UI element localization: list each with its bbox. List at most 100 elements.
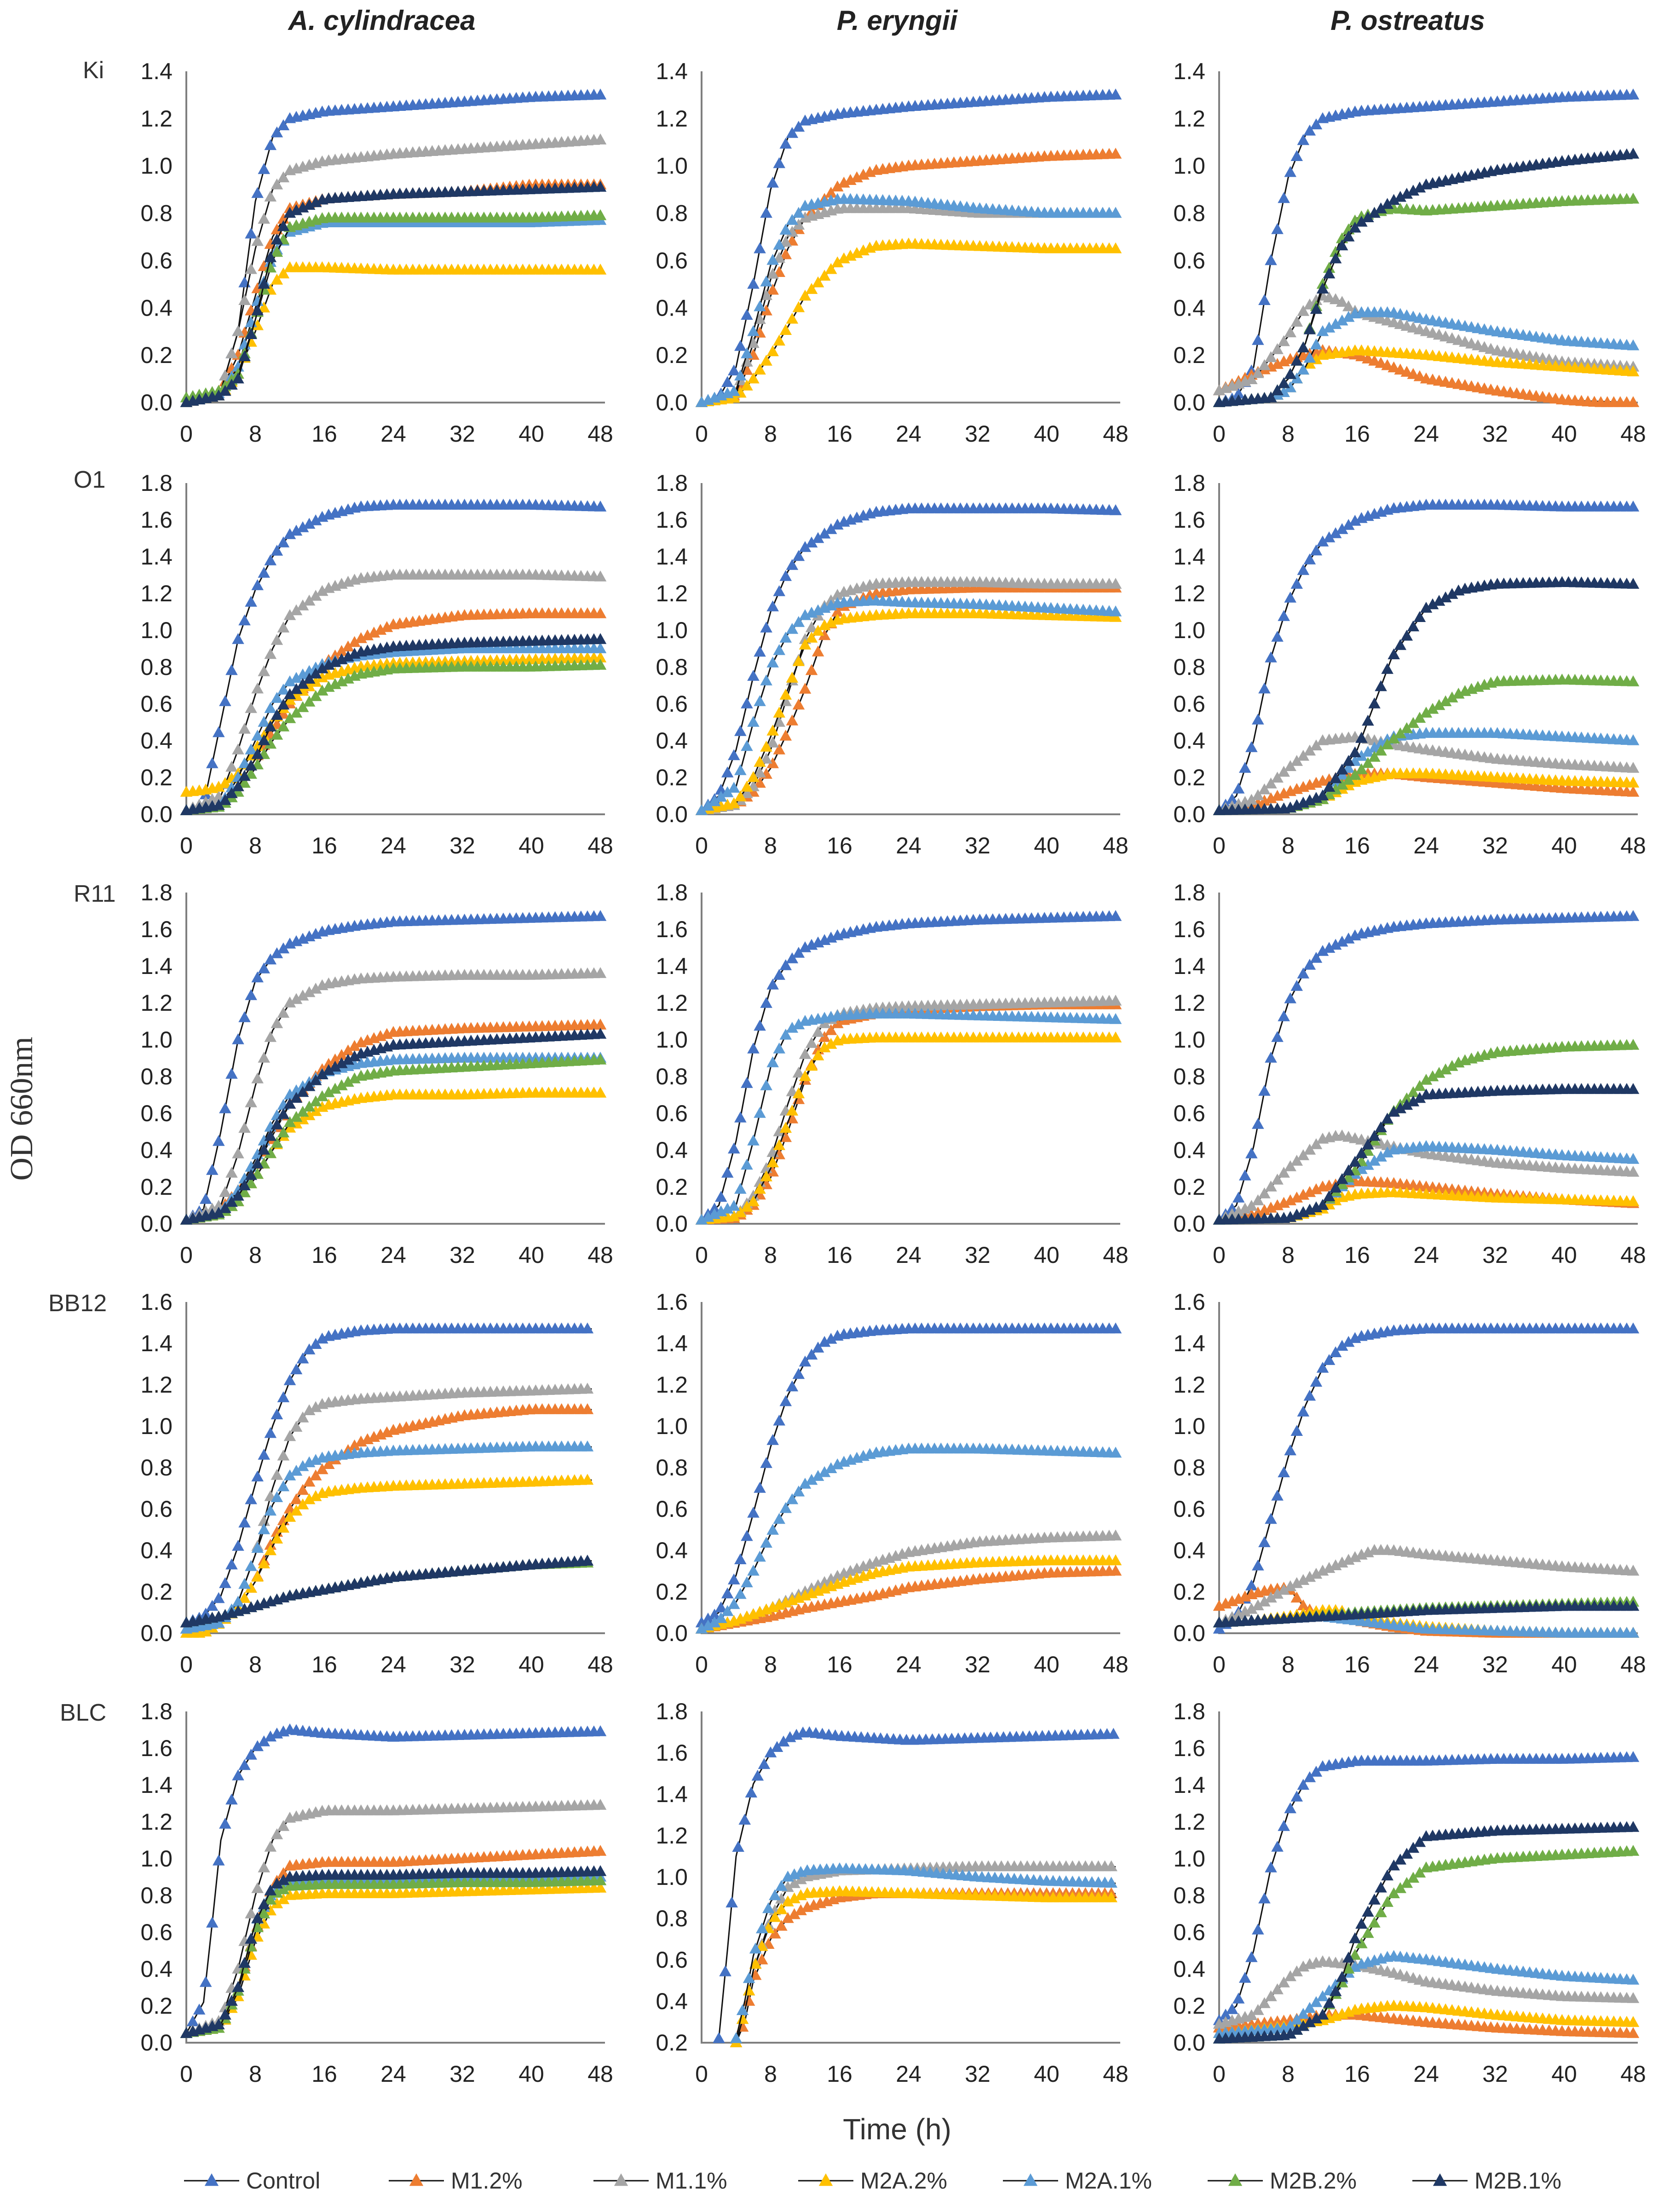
x-tick-label: 16 — [1344, 1652, 1370, 1677]
data-point-marker — [773, 585, 786, 596]
data-point-marker — [747, 1190, 760, 1201]
data-point-marker — [1284, 592, 1296, 603]
y-tick-label: 0.0 — [656, 801, 688, 827]
data-point-marker — [1407, 184, 1420, 196]
x-tick-label: 48 — [1620, 833, 1646, 858]
data-point-marker — [264, 1130, 277, 1141]
data-point-marker — [1394, 1102, 1407, 1113]
data-point-marker — [213, 781, 225, 792]
data-point-marker — [741, 1077, 753, 1088]
data-point-marker — [219, 794, 231, 805]
y-tick-label: 0.2 — [656, 765, 688, 790]
data-point-marker — [1238, 1203, 1251, 1214]
data-point-marker — [728, 1598, 740, 1609]
y-tick-label: 1.6 — [140, 1289, 173, 1315]
y-tick-label: 0.4 — [656, 728, 688, 754]
data-point-marker — [760, 355, 772, 366]
y-tick-label: 1.8 — [1173, 470, 1205, 496]
data-point-marker — [773, 1125, 786, 1136]
data-point-marker — [1362, 211, 1374, 223]
data-point-marker — [766, 1524, 779, 1535]
data-point-marker — [1284, 1194, 1296, 1205]
data-point-marker — [1316, 945, 1329, 956]
data-point-marker — [199, 1193, 212, 1204]
data-point-marker — [238, 1578, 251, 1589]
data-point-marker — [1627, 734, 1640, 745]
data-point-marker — [238, 614, 251, 626]
data-point-marker — [1271, 1031, 1284, 1042]
series-Control — [695, 88, 1122, 407]
data-point-marker — [1297, 1574, 1310, 1585]
series-line — [186, 664, 601, 812]
data-point-marker — [206, 1203, 219, 1214]
data-point-marker — [779, 959, 792, 970]
x-tick-label: 24 — [380, 1652, 406, 1677]
data-point-marker — [264, 720, 277, 732]
data-point-marker — [1323, 322, 1336, 333]
data-point-marker — [283, 528, 296, 539]
x-tick-label: 40 — [1551, 1242, 1577, 1268]
data-point-marker — [296, 990, 309, 1001]
y-tick-label: 1.4 — [656, 1331, 688, 1356]
data-point-marker — [708, 1203, 721, 1214]
series-M1.1% — [1213, 1544, 1640, 1628]
data-point-marker — [303, 1493, 316, 1504]
data-point-marker — [1271, 1588, 1284, 1599]
data-point-marker — [760, 1079, 772, 1090]
y-tick-label: 1.8 — [140, 880, 173, 905]
y-tick-label: 1.0 — [656, 1413, 688, 1439]
x-tick-label: 48 — [1103, 833, 1129, 858]
data-point-marker — [741, 309, 753, 320]
x-tick-label: 24 — [1413, 1652, 1439, 1677]
panel-Ki-0: 0.00.20.40.60.81.01.21.40 8 16 24 32 40 48 — [140, 58, 613, 447]
data-point-marker — [792, 1066, 805, 1078]
data-point-marker — [303, 1100, 316, 1112]
y-tick-label: 0.2 — [656, 342, 688, 368]
data-point-marker — [824, 186, 837, 198]
y-tick-label: 0.0 — [1173, 1620, 1205, 1646]
series-Control — [695, 910, 1122, 1225]
data-point-marker — [1252, 334, 1264, 345]
data-point-marker — [799, 1355, 812, 1367]
data-point-marker — [1297, 968, 1310, 979]
data-point-marker — [1310, 1183, 1323, 1194]
data-point-marker — [1323, 1190, 1336, 1202]
data-point-marker — [238, 1186, 251, 1198]
data-point-marker — [741, 1201, 753, 1212]
data-point-marker — [283, 1430, 296, 1441]
data-point-marker — [1355, 215, 1368, 227]
data-point-marker — [251, 1470, 264, 1482]
y-tick-label: 1.0 — [1173, 153, 1205, 179]
data-point-marker — [213, 1207, 225, 1218]
data-point-marker — [296, 1086, 309, 1097]
y-tick-label: 1.6 — [1173, 507, 1205, 533]
data-point-marker — [290, 604, 303, 616]
data-point-marker — [708, 1616, 721, 1628]
data-point-marker — [1627, 365, 1640, 376]
data-point-marker — [799, 541, 812, 552]
data-point-marker — [1290, 150, 1303, 161]
data-point-marker — [342, 1054, 354, 1065]
data-point-marker — [1310, 338, 1323, 350]
data-point-marker — [264, 190, 277, 202]
data-point-marker — [773, 969, 786, 980]
data-point-marker — [1439, 695, 1452, 707]
data-point-marker — [1413, 370, 1426, 381]
data-point-marker — [1109, 1446, 1122, 1458]
series-Control — [1213, 910, 1640, 1225]
data-point-marker — [1413, 712, 1426, 723]
data-point-marker — [258, 1449, 271, 1460]
data-point-marker — [225, 787, 238, 798]
data-point-marker — [213, 1135, 225, 1146]
data-point-marker — [342, 651, 354, 662]
data-point-marker — [805, 632, 818, 643]
data-point-marker — [1355, 732, 1368, 743]
data-point-marker — [271, 1408, 283, 1420]
data-point-marker — [225, 1558, 238, 1570]
data-point-marker — [1362, 1159, 1374, 1170]
data-point-marker — [277, 536, 290, 547]
data-point-marker — [773, 239, 786, 250]
data-point-marker — [1413, 1080, 1426, 1091]
data-point-marker — [1627, 192, 1640, 204]
data-point-marker — [1342, 755, 1355, 766]
